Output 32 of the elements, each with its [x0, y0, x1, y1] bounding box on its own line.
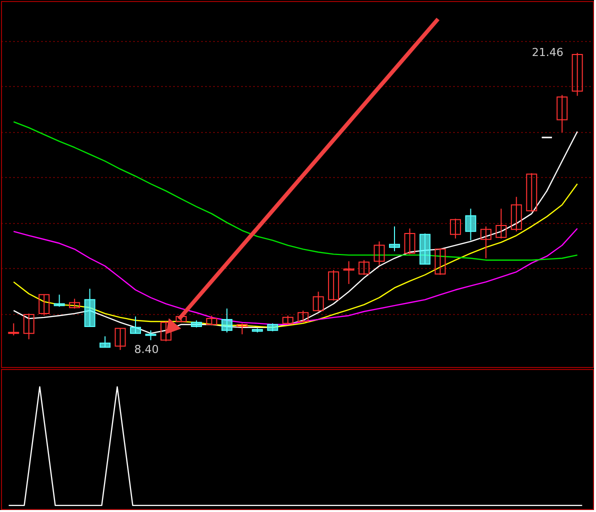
candlestick — [404, 228, 416, 255]
candlestick — [8, 322, 20, 336]
candlestick — [450, 218, 461, 239]
candlestick — [389, 226, 400, 252]
candlestick — [114, 328, 126, 350]
candlestick — [130, 316, 142, 334]
candlestick — [69, 298, 80, 310]
annotation: 8.40 — [134, 342, 159, 356]
candlestick — [145, 330, 156, 341]
candlestick — [358, 260, 370, 276]
candlestick — [160, 321, 172, 342]
candlestick — [480, 226, 492, 259]
candlestick — [434, 248, 446, 276]
candlestick — [556, 94, 568, 133]
candlestick — [236, 322, 248, 335]
candlestick — [23, 313, 34, 340]
candlestick — [221, 308, 232, 333]
candlestick — [54, 294, 65, 308]
candlestick — [343, 260, 354, 284]
candlestick — [206, 315, 218, 326]
candlestick — [496, 208, 507, 239]
candlestick — [510, 196, 522, 232]
candlestick — [374, 240, 385, 266]
candlestick — [572, 52, 583, 96]
candlestick — [298, 310, 309, 323]
candlestick — [465, 208, 476, 241]
candlestick — [526, 172, 538, 212]
candlestick — [38, 294, 50, 316]
candlestick — [100, 336, 111, 348]
candlestick — [328, 270, 340, 302]
annotation: 21.46 — [532, 46, 564, 59]
candlestick — [312, 291, 324, 312]
